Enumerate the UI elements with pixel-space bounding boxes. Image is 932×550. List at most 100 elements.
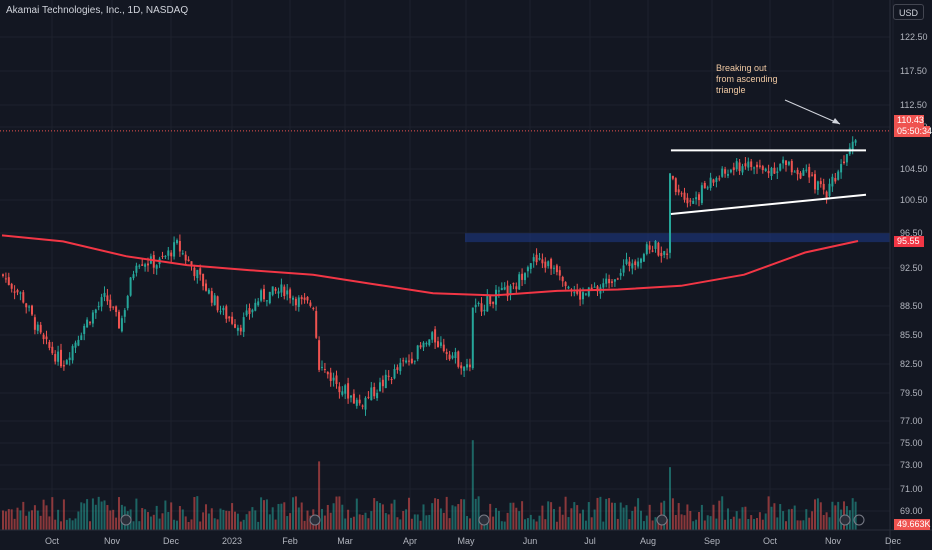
- volume-bar: [57, 509, 60, 530]
- y-tick-label: 71.00: [900, 484, 923, 494]
- candle-body: [347, 383, 350, 399]
- earnings-marker-icon[interactable]: [839, 514, 851, 526]
- x-tick-label: Apr: [403, 536, 417, 546]
- candle-body: [625, 259, 628, 265]
- volume-bar: [25, 515, 28, 530]
- earnings-markers: [120, 514, 865, 526]
- candle-body: [631, 263, 634, 269]
- currency-button[interactable]: USD: [893, 4, 924, 20]
- candle-body: [756, 164, 758, 168]
- candle-body: [437, 341, 439, 348]
- volume-bar: [555, 521, 558, 530]
- volume-bar: [761, 519, 764, 530]
- candle-body: [695, 197, 698, 200]
- volume-bar: [471, 440, 474, 530]
- candle-body: [492, 301, 495, 304]
- candle-body: [837, 171, 840, 180]
- candle-body: [399, 362, 402, 372]
- volume-bar: [62, 499, 65, 530]
- support-trendline[interactable]: [670, 193, 867, 215]
- y-tick-label: 88.50: [900, 301, 923, 311]
- volume-bar: [648, 504, 651, 530]
- volume-bar: [7, 509, 10, 530]
- candle-body: [297, 297, 300, 307]
- upcoming-event-icon[interactable]: [853, 514, 865, 526]
- candle-body: [303, 297, 306, 300]
- candle-body: [164, 255, 167, 257]
- volume-bar: [292, 497, 294, 530]
- candle-body: [419, 345, 422, 348]
- candle-body: [103, 292, 106, 297]
- volume-bar: [587, 502, 590, 530]
- volume-bar: [68, 518, 71, 530]
- candle-body: [663, 251, 666, 255]
- volume-bar: [689, 510, 692, 530]
- volume-bar: [526, 518, 529, 530]
- volume-bar: [747, 518, 750, 530]
- candle-body: [814, 174, 816, 190]
- volume-bar: [2, 510, 4, 530]
- volume-bar: [770, 506, 773, 530]
- volume-bar: [260, 497, 263, 530]
- candle-body: [257, 301, 260, 306]
- volume-bar: [138, 521, 141, 530]
- volume-bar: [431, 503, 434, 530]
- earnings-marker-icon[interactable]: [309, 514, 321, 526]
- volume-bar: [744, 506, 747, 530]
- candle-body: [321, 366, 323, 368]
- moving-average-line: [1, 234, 859, 297]
- candle-body: [758, 165, 761, 167]
- candle-body: [628, 261, 631, 266]
- candle-body: [512, 283, 515, 285]
- volume-bar: [181, 509, 184, 530]
- volume-bar: [434, 498, 437, 530]
- candle-body: [637, 261, 640, 267]
- earnings-marker-icon[interactable]: [120, 514, 132, 526]
- candle-body: [480, 303, 483, 312]
- volume-bar: [381, 504, 384, 530]
- candle-body: [790, 160, 793, 173]
- candle-body: [216, 296, 219, 311]
- candle-body: [42, 334, 45, 340]
- candle-body: [503, 287, 506, 290]
- volume-bar: [54, 519, 57, 530]
- symbol-title[interactable]: Akamai Technologies, Inc., 1D, NASDAQ: [6, 5, 189, 16]
- candle-body: [2, 274, 4, 276]
- candle-body: [4, 278, 7, 280]
- candle-body: [703, 182, 706, 189]
- volume-bar: [115, 517, 118, 530]
- candle-body: [486, 295, 489, 312]
- candle-body: [509, 285, 512, 295]
- candle-body: [396, 367, 399, 370]
- volume-bar: [651, 520, 654, 530]
- candle-body: [738, 162, 741, 172]
- candle-body: [796, 169, 799, 175]
- candle-body: [193, 267, 196, 277]
- candle-body: [329, 372, 332, 381]
- candle-body: [547, 261, 550, 267]
- candle-body: [785, 160, 787, 165]
- volume-bar: [570, 508, 573, 530]
- volume-bar: [825, 512, 828, 530]
- volume-bar: [413, 514, 416, 530]
- volume-bar: [637, 498, 640, 530]
- earnings-marker-icon[interactable]: [478, 514, 490, 526]
- candle-body: [787, 161, 790, 165]
- candle-body: [309, 302, 312, 306]
- earnings-marker-icon[interactable]: [656, 514, 668, 526]
- candle-body: [251, 309, 254, 313]
- candle-body: [576, 290, 579, 294]
- candle-body: [477, 303, 480, 305]
- volume-bar: [361, 514, 364, 530]
- candle-body: [619, 273, 622, 276]
- candle-body: [564, 282, 567, 287]
- volume-bar: [393, 499, 396, 530]
- volume-bar: [538, 515, 541, 530]
- volume-bar: [341, 504, 344, 530]
- volume-bar: [326, 504, 329, 530]
- support-zone: [465, 233, 890, 243]
- volume-bar: [477, 496, 480, 530]
- candle-body: [402, 360, 405, 362]
- volume-bar: [706, 515, 709, 530]
